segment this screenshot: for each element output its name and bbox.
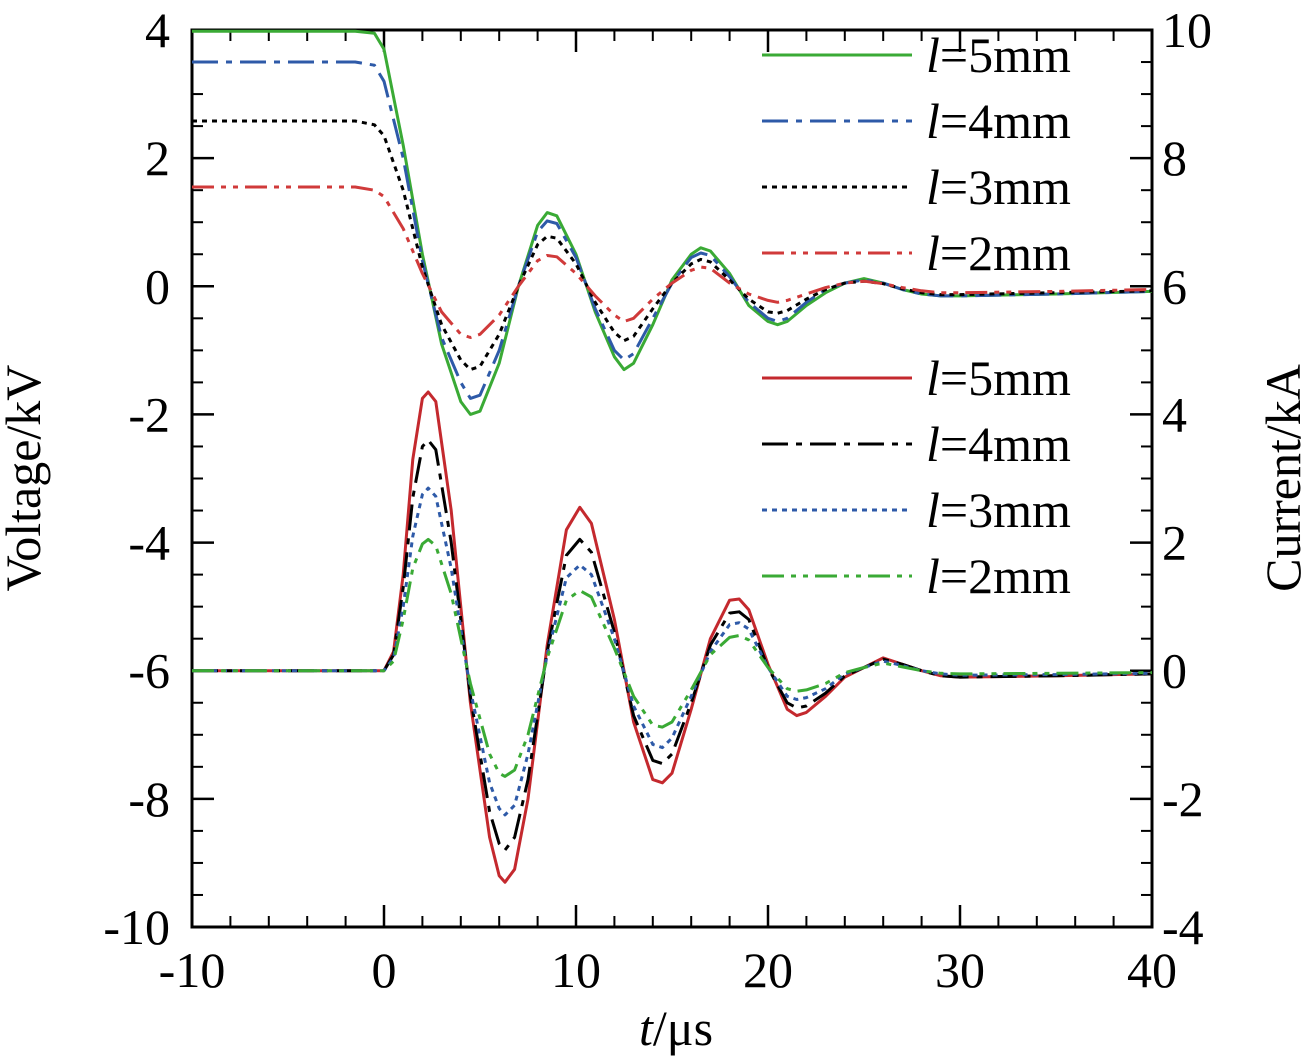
y-right-tick-label: -2 bbox=[1162, 771, 1204, 827]
y-right-tick-label: 10 bbox=[1162, 2, 1212, 58]
y-left-tick-label: -8 bbox=[128, 771, 170, 827]
legend-label-var: l bbox=[926, 482, 940, 538]
y-right-tick-label: 8 bbox=[1162, 130, 1187, 186]
legend-label-rest: =4mm bbox=[940, 416, 1071, 472]
legend-label-rest: =5mm bbox=[940, 27, 1071, 83]
current-series-l-3mm bbox=[192, 486, 1153, 817]
legend-label-rest: =4mm bbox=[940, 93, 1071, 149]
legend-label-var: l bbox=[926, 225, 940, 281]
y-right-tick-label: 6 bbox=[1162, 258, 1187, 314]
voltage-legend-label: l=3mm bbox=[926, 159, 1071, 215]
x-tick-label: 10 bbox=[551, 942, 601, 998]
y-right-tick-label: 0 bbox=[1162, 643, 1187, 699]
legend-label-var: l bbox=[926, 350, 940, 406]
y-left-tick-label: 2 bbox=[145, 130, 170, 186]
y-right-tick-label: 2 bbox=[1162, 515, 1187, 571]
legend-label-var: l bbox=[926, 27, 940, 83]
x-tick-label: 30 bbox=[935, 942, 985, 998]
voltage-series-l-2mm bbox=[192, 185, 1153, 339]
y-left-tick-label: -10 bbox=[103, 899, 170, 955]
x-tick-label: 40 bbox=[1127, 942, 1177, 998]
x-axis-title-var: t bbox=[639, 1000, 654, 1056]
y-left-tick-label: 0 bbox=[145, 258, 170, 314]
voltage-series-l-3mm bbox=[192, 119, 1153, 372]
x-tick-label: 0 bbox=[372, 942, 397, 998]
current-series-l-2mm bbox=[192, 537, 1153, 778]
x-tick-label: -10 bbox=[159, 942, 226, 998]
x-tick-label: 20 bbox=[743, 942, 793, 998]
y-left-tick-label: -4 bbox=[128, 515, 170, 571]
voltage-legend-label: l=2mm bbox=[926, 225, 1071, 281]
current-legend-label: l=4mm bbox=[926, 416, 1071, 472]
legend-label-rest: =2mm bbox=[940, 548, 1071, 604]
y-right-tick-label: 4 bbox=[1162, 386, 1187, 442]
y-left-tick-label: 4 bbox=[145, 2, 170, 58]
legend-label-rest: =5mm bbox=[940, 350, 1071, 406]
current-legend-label: l=3mm bbox=[926, 482, 1071, 538]
y-axis-right-title: Current/kA bbox=[1255, 364, 1311, 592]
current-legend-label: l=2mm bbox=[926, 548, 1071, 604]
legend-label-var: l bbox=[926, 548, 940, 604]
voltage-legend-label: l=5mm bbox=[926, 27, 1071, 83]
y-axis-left-title: Voltage/kV bbox=[0, 365, 51, 592]
y-right-tick-label: -4 bbox=[1162, 899, 1204, 955]
y-left-tick-label: -6 bbox=[128, 643, 170, 699]
y-left-tick-label: -2 bbox=[128, 386, 170, 442]
voltage-legend-label: l=4mm bbox=[926, 93, 1071, 149]
legend-label-var: l bbox=[926, 416, 940, 472]
legend-label-var: l bbox=[926, 159, 940, 215]
legend-label-rest: =3mm bbox=[940, 482, 1071, 538]
legend-label-rest: =3mm bbox=[940, 159, 1071, 215]
legend-label-var: l bbox=[926, 93, 940, 149]
legend-label-rest: =2mm bbox=[940, 225, 1071, 281]
series-lines bbox=[192, 29, 1153, 884]
current-legend-label: l=5mm bbox=[926, 350, 1071, 406]
x-axis-title: t/μs bbox=[639, 1000, 713, 1056]
x-axis-title-unit: /μs bbox=[653, 1000, 713, 1056]
